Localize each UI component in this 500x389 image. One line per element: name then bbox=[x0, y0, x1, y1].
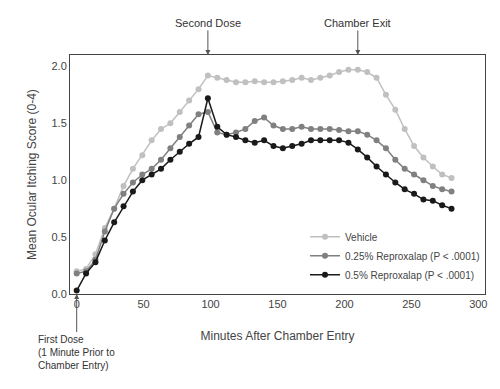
svg-text:Minutes After Chamber Entry: Minutes After Chamber Entry bbox=[200, 329, 354, 343]
svg-text:0: 0 bbox=[74, 298, 80, 310]
svg-text:1.0: 1.0 bbox=[52, 174, 67, 186]
svg-text:Vehicle: Vehicle bbox=[345, 232, 378, 243]
svg-text:0.5% Reproxalap (P < .0001): 0.5% Reproxalap (P < .0001) bbox=[345, 270, 474, 281]
svg-text:50: 50 bbox=[138, 298, 150, 310]
svg-text:Mean Ocular Itching Score (0-4: Mean Ocular Itching Score (0-4) bbox=[25, 89, 39, 260]
svg-text:Chamber Exit: Chamber Exit bbox=[324, 17, 391, 29]
svg-text:100: 100 bbox=[201, 298, 219, 310]
svg-text:250: 250 bbox=[402, 298, 420, 310]
svg-text:Second Dose: Second Dose bbox=[175, 17, 241, 29]
svg-text:2.0: 2.0 bbox=[52, 60, 67, 72]
svg-text:0.25% Reproxalap (P < .0001): 0.25% Reproxalap (P < .0001) bbox=[345, 251, 480, 262]
svg-text:0.5: 0.5 bbox=[52, 231, 67, 243]
svg-text:1.5: 1.5 bbox=[52, 117, 67, 129]
svg-text:0.0: 0.0 bbox=[52, 288, 67, 300]
svg-text:150: 150 bbox=[268, 298, 286, 310]
svg-text:First Dose(1 Minute Prior toCh: First Dose(1 Minute Prior toChamber Entr… bbox=[38, 334, 115, 371]
svg-text:200: 200 bbox=[335, 298, 353, 310]
svg-text:300: 300 bbox=[469, 298, 487, 310]
